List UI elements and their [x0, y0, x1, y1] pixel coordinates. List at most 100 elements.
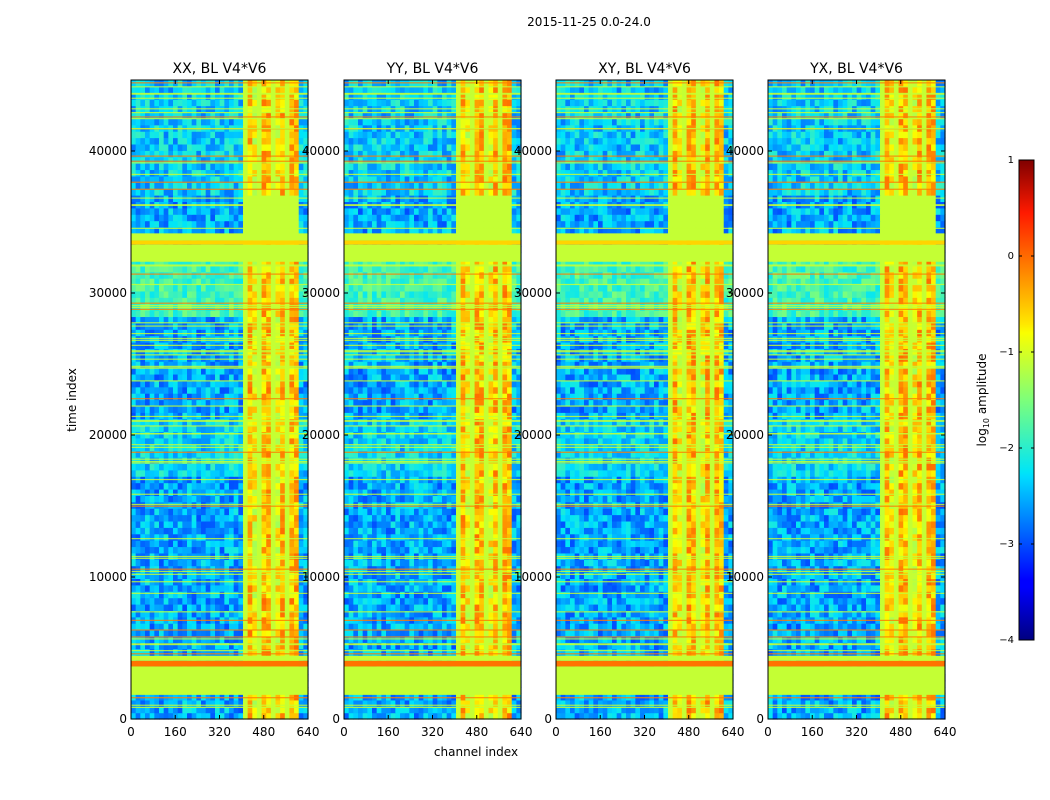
heatmap-cell — [284, 163, 291, 171]
heatmap-cell — [196, 559, 202, 567]
heatmap-cell — [460, 540, 466, 548]
heatmap-cell — [381, 648, 387, 656]
heatmap-cell — [145, 533, 151, 541]
heatmap-cell — [294, 367, 300, 375]
heatmap-cell — [256, 642, 263, 650]
heatmap-cell — [303, 623, 309, 631]
heatmap-cell — [196, 92, 202, 100]
heatmap-cell — [358, 706, 364, 714]
heatmap-cell — [270, 290, 277, 298]
heatmap-cell — [252, 603, 258, 611]
heatmap-cell — [229, 623, 235, 631]
heatmap-cell — [196, 469, 202, 477]
heatmap-cell — [261, 591, 267, 599]
heatmap-cell — [159, 501, 165, 509]
heatmap-cell — [275, 92, 281, 100]
heatmap-cell — [163, 99, 169, 107]
heatmap-cell — [414, 712, 420, 720]
heatmap-cell — [266, 450, 272, 458]
heatmap-cell — [390, 546, 396, 554]
heatmap-cell — [229, 629, 235, 637]
heatmap-cell — [298, 533, 304, 541]
heatmap-cell — [238, 150, 244, 158]
heatmap-cell — [395, 629, 401, 637]
heatmap-cell — [266, 163, 272, 171]
heatmap-cell — [261, 482, 267, 490]
heatmap-cell — [238, 648, 244, 656]
heatmap-cell — [210, 514, 216, 522]
heatmap-cell — [205, 284, 211, 292]
heatmap-cell — [516, 648, 522, 656]
heatmap-cell — [145, 520, 151, 528]
heatmap-cell — [154, 546, 160, 554]
heatmap-cell — [145, 457, 151, 464]
heatmap-cell — [219, 648, 225, 656]
heatmap-cell — [229, 603, 235, 611]
heatmap-cell — [215, 693, 221, 701]
heatmap-cell — [261, 220, 267, 228]
heatmap-cell — [149, 648, 155, 656]
heatmap-cell — [215, 469, 221, 477]
heatmap-cell — [210, 431, 216, 439]
heatmap-cell — [135, 540, 141, 548]
heatmap-cell — [507, 693, 513, 701]
heatmap-cell — [196, 412, 202, 420]
heatmap-cell — [270, 169, 277, 177]
heatmap-cell — [168, 354, 174, 362]
heatmap-cell — [229, 143, 235, 151]
heatmap-cell — [243, 546, 249, 554]
heatmap-cell — [196, 265, 202, 273]
heatmap-cell — [270, 188, 277, 196]
heatmap-cell — [266, 226, 272, 234]
heatmap-cell — [131, 533, 137, 541]
heatmap-cell — [511, 648, 517, 656]
heatmap-cell — [154, 386, 160, 394]
heatmap-cell — [252, 380, 258, 388]
heatmap-cell — [270, 143, 277, 151]
flagged-row — [131, 458, 308, 460]
heatmap-cell — [289, 156, 295, 164]
heatmap-cell — [131, 412, 137, 420]
heatmap-cell — [219, 137, 225, 145]
heatmap-cell — [168, 591, 174, 599]
flagged-row — [131, 264, 308, 266]
heatmap-cell — [298, 163, 304, 171]
heatmap-cell — [423, 693, 429, 701]
heatmap-cell — [135, 501, 141, 509]
heatmap-cell — [201, 533, 207, 541]
heatmap-cell — [145, 297, 151, 305]
heatmap-cell — [437, 699, 443, 707]
heatmap-cell — [294, 329, 300, 337]
heatmap-cell — [465, 629, 471, 637]
heatmap-cell — [376, 629, 382, 637]
heatmap-cell — [252, 335, 258, 343]
heatmap-cell — [187, 150, 193, 158]
x-tick-label: 480 — [252, 725, 275, 739]
heatmap-cell — [145, 495, 151, 503]
heatmap-cell — [497, 699, 504, 707]
heatmap-cell — [159, 354, 165, 362]
heatmap-cell — [131, 92, 137, 100]
heatmap-cell — [187, 457, 193, 464]
heatmap-cell — [261, 469, 267, 477]
heatmap-cell — [145, 335, 151, 343]
heatmap-cell — [177, 163, 183, 171]
heatmap-cell — [196, 329, 202, 337]
heatmap-cell — [168, 648, 174, 656]
heatmap-cell — [224, 412, 230, 420]
heatmap-cell — [376, 584, 382, 592]
heatmap-cell — [210, 463, 216, 471]
heatmap-cell — [233, 706, 239, 714]
heatmap-cell — [187, 137, 193, 145]
heatmap-cell — [187, 163, 193, 171]
heatmap-cell — [358, 610, 364, 618]
heatmap-cell — [289, 712, 295, 720]
heatmap-cell — [140, 418, 146, 426]
heatmap-cell — [205, 693, 211, 701]
heatmap-cell — [154, 393, 160, 401]
heatmap-cell — [261, 405, 267, 413]
heatmap-cell — [210, 380, 216, 388]
heatmap-cell — [386, 648, 392, 656]
heatmap-cell — [303, 437, 309, 445]
heatmap-cell — [140, 99, 146, 107]
